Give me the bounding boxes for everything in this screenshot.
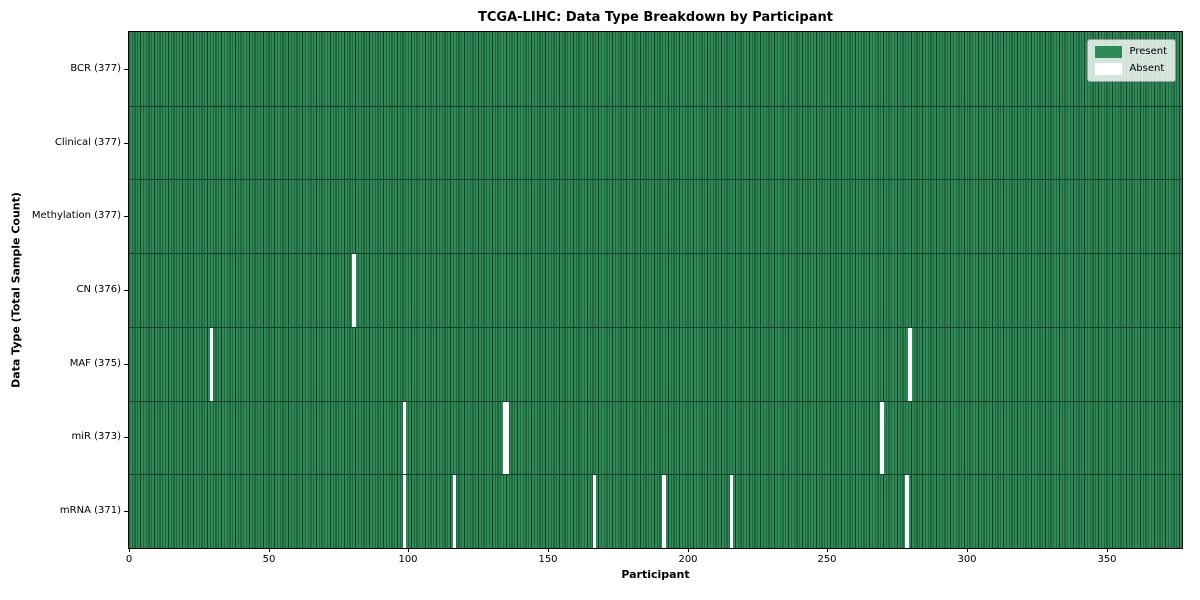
row-separator — [129, 105, 1182, 107]
y-tick-label: mRNA (371) — [59, 505, 121, 516]
heatmap-row — [129, 474, 1182, 548]
absent-stripe — [662, 474, 666, 548]
absent-stripe — [402, 474, 407, 548]
y-tick-label: Methylation (377) — [31, 210, 121, 221]
row-separator — [129, 474, 1182, 476]
legend-item: Absent — [1095, 63, 1167, 75]
x-tick-label: 150 — [538, 554, 558, 565]
x-tick-mark — [688, 548, 689, 552]
plot-area: Present Absent — [128, 31, 1183, 549]
legend-label: Absent — [1129, 63, 1165, 74]
legend-swatch-present — [1095, 46, 1123, 58]
y-tick-label: BCR (377) — [70, 63, 121, 74]
x-tick-mark — [1107, 548, 1108, 552]
x-tick-mark — [129, 548, 130, 552]
absent-stripe — [402, 400, 407, 475]
absent-stripe — [905, 474, 909, 548]
chart-title: TCGA-LIHC: Data Type Breakdown by Partic… — [478, 10, 833, 25]
x-tick-mark — [408, 548, 409, 552]
x-tick-label: 50 — [262, 554, 276, 565]
absent-stripe — [880, 400, 884, 475]
absent-stripe — [453, 474, 457, 548]
row-separator — [129, 400, 1182, 402]
y-tick-mark — [124, 364, 128, 365]
x-tick-mark — [967, 548, 968, 552]
x-tick-label: 300 — [957, 554, 977, 565]
heatmap-row — [129, 400, 1182, 475]
heatmap-row — [129, 105, 1182, 180]
heatmap-row — [129, 32, 1182, 106]
y-tick-mark — [124, 437, 128, 438]
y-tick-mark — [124, 143, 128, 144]
legend: Present Absent — [1087, 39, 1176, 82]
absent-stripe — [908, 326, 912, 401]
absent-stripe — [592, 474, 597, 548]
x-tick-mark — [548, 548, 549, 552]
y-tick-mark — [124, 290, 128, 291]
heatmap-row — [129, 326, 1182, 401]
row-separator — [129, 326, 1182, 328]
absent-stripe — [729, 474, 733, 548]
x-tick-label: 350 — [1097, 554, 1117, 565]
heatmap-row — [129, 179, 1182, 254]
x-tick-label: 250 — [817, 554, 837, 565]
x-axis-label: Participant — [621, 568, 690, 581]
heatmap-row — [129, 253, 1182, 327]
absent-stripe — [352, 253, 356, 327]
x-tick-mark — [269, 548, 270, 552]
x-tick-mark — [827, 548, 828, 552]
legend-label: Present — [1129, 46, 1167, 57]
y-tick-label: MAF (375) — [69, 358, 121, 369]
y-tick-mark — [124, 69, 128, 70]
absent-stripe — [210, 326, 214, 401]
y-tick-label: miR (373) — [71, 431, 121, 442]
y-tick-label: CN (376) — [76, 284, 121, 295]
absent-stripe — [503, 400, 507, 475]
row-separator — [129, 179, 1182, 181]
y-tick-mark — [124, 216, 128, 217]
x-tick-label: 0 — [125, 554, 133, 565]
y-tick-label: Clinical (377) — [54, 137, 121, 148]
x-tick-label: 100 — [398, 554, 418, 565]
x-tick-label: 200 — [678, 554, 698, 565]
legend-swatch-absent — [1095, 63, 1123, 75]
legend-item: Present — [1095, 46, 1167, 58]
y-tick-mark — [124, 511, 128, 512]
row-separator — [129, 253, 1182, 255]
absent-stripe — [506, 400, 510, 475]
